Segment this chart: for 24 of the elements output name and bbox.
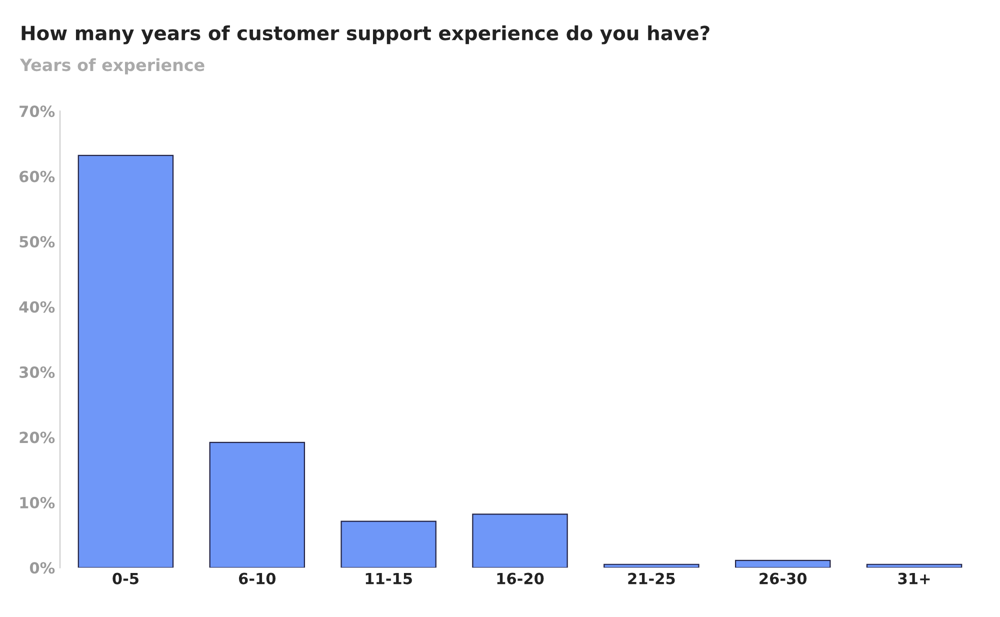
bar <box>604 564 700 568</box>
y-tick-label: 50% <box>20 236 55 248</box>
y-tick-label: 30% <box>20 366 55 378</box>
x-tick-label: 0-5 <box>112 572 138 584</box>
bar <box>78 154 174 568</box>
bar <box>209 442 306 568</box>
bar <box>340 520 436 568</box>
x-tick-label: 21-25 <box>628 572 675 584</box>
chart-subtitle: Years of experience <box>20 58 204 74</box>
y-tick-label: 20% <box>20 432 55 444</box>
x-tick-label: 16-20 <box>497 572 544 584</box>
x-tick-label: 31+ <box>898 572 930 584</box>
y-tick-label: 70% <box>20 106 55 118</box>
x-tick-label: 26-30 <box>760 572 807 584</box>
bar <box>866 564 962 568</box>
y-tick-label: 40% <box>19 301 55 313</box>
y-tick-label: 10% <box>20 496 55 508</box>
x-tick-label: 11-15 <box>366 572 412 584</box>
bar <box>472 514 568 568</box>
y-tick-label: 60% <box>20 170 55 182</box>
x-tick-label: 6-10 <box>238 572 276 584</box>
y-tick-label: 0% <box>30 562 55 574</box>
chart-title: How many years of customer support experience do you have? <box>22 25 710 44</box>
bar <box>734 560 831 568</box>
